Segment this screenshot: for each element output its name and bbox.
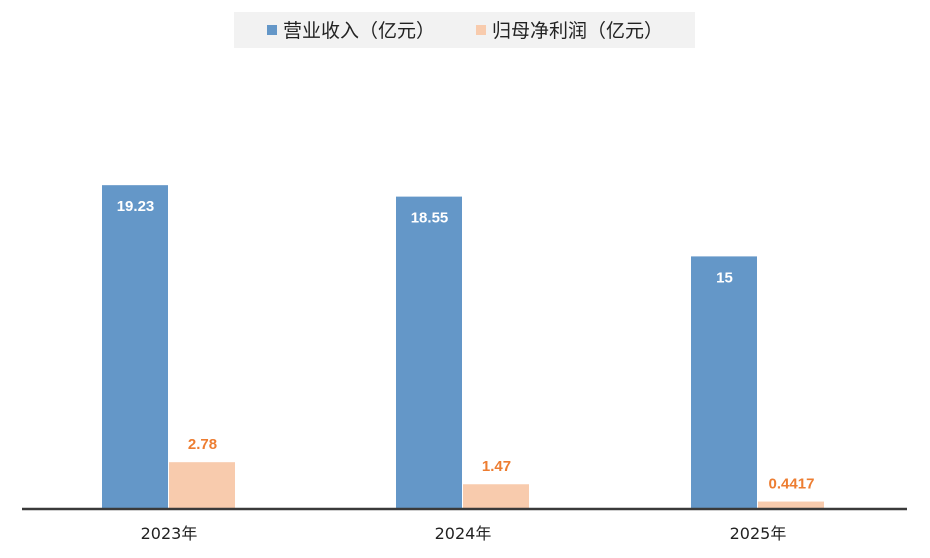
data-label-net-profit-1: 2.78	[188, 436, 217, 453]
bar-net-profit-1	[169, 462, 235, 509]
data-label-revenue-2: 18.55	[411, 210, 449, 227]
legend-label-net-profit: 归母净利润（亿元）	[492, 20, 663, 42]
bar-net-profit-2	[463, 484, 529, 509]
data-label-net-profit-2: 1.47	[482, 458, 511, 475]
bar-revenue-3	[691, 256, 757, 509]
x-tick-label-1: 2023年	[141, 524, 198, 543]
data-labels-group: 19.23 2.78 18.55 1.47 15 0.4417	[117, 198, 815, 492]
x-tick-label-3: 2025年	[730, 524, 787, 543]
chart-legend: 营业收入（亿元） 归母净利润（亿元）	[234, 12, 695, 48]
data-label-net-profit-3: 0.4417	[769, 476, 815, 493]
legend-background	[234, 12, 695, 48]
legend-swatch-revenue	[267, 25, 277, 35]
legend-swatch-net-profit	[476, 25, 486, 35]
x-tick-label-2: 2024年	[435, 524, 492, 543]
data-label-revenue-3: 15	[716, 269, 733, 286]
bar-revenue-2	[396, 196, 462, 510]
bar-revenue-1	[102, 185, 168, 509]
legend-label-revenue: 营业收入（亿元）	[283, 20, 435, 42]
data-label-revenue-1: 19.23	[117, 198, 155, 215]
bar-net-profit-3	[758, 501, 824, 509]
bars-group	[102, 185, 824, 510]
x-tick-labels-group: 2023年 2024年 2025年	[141, 524, 787, 543]
